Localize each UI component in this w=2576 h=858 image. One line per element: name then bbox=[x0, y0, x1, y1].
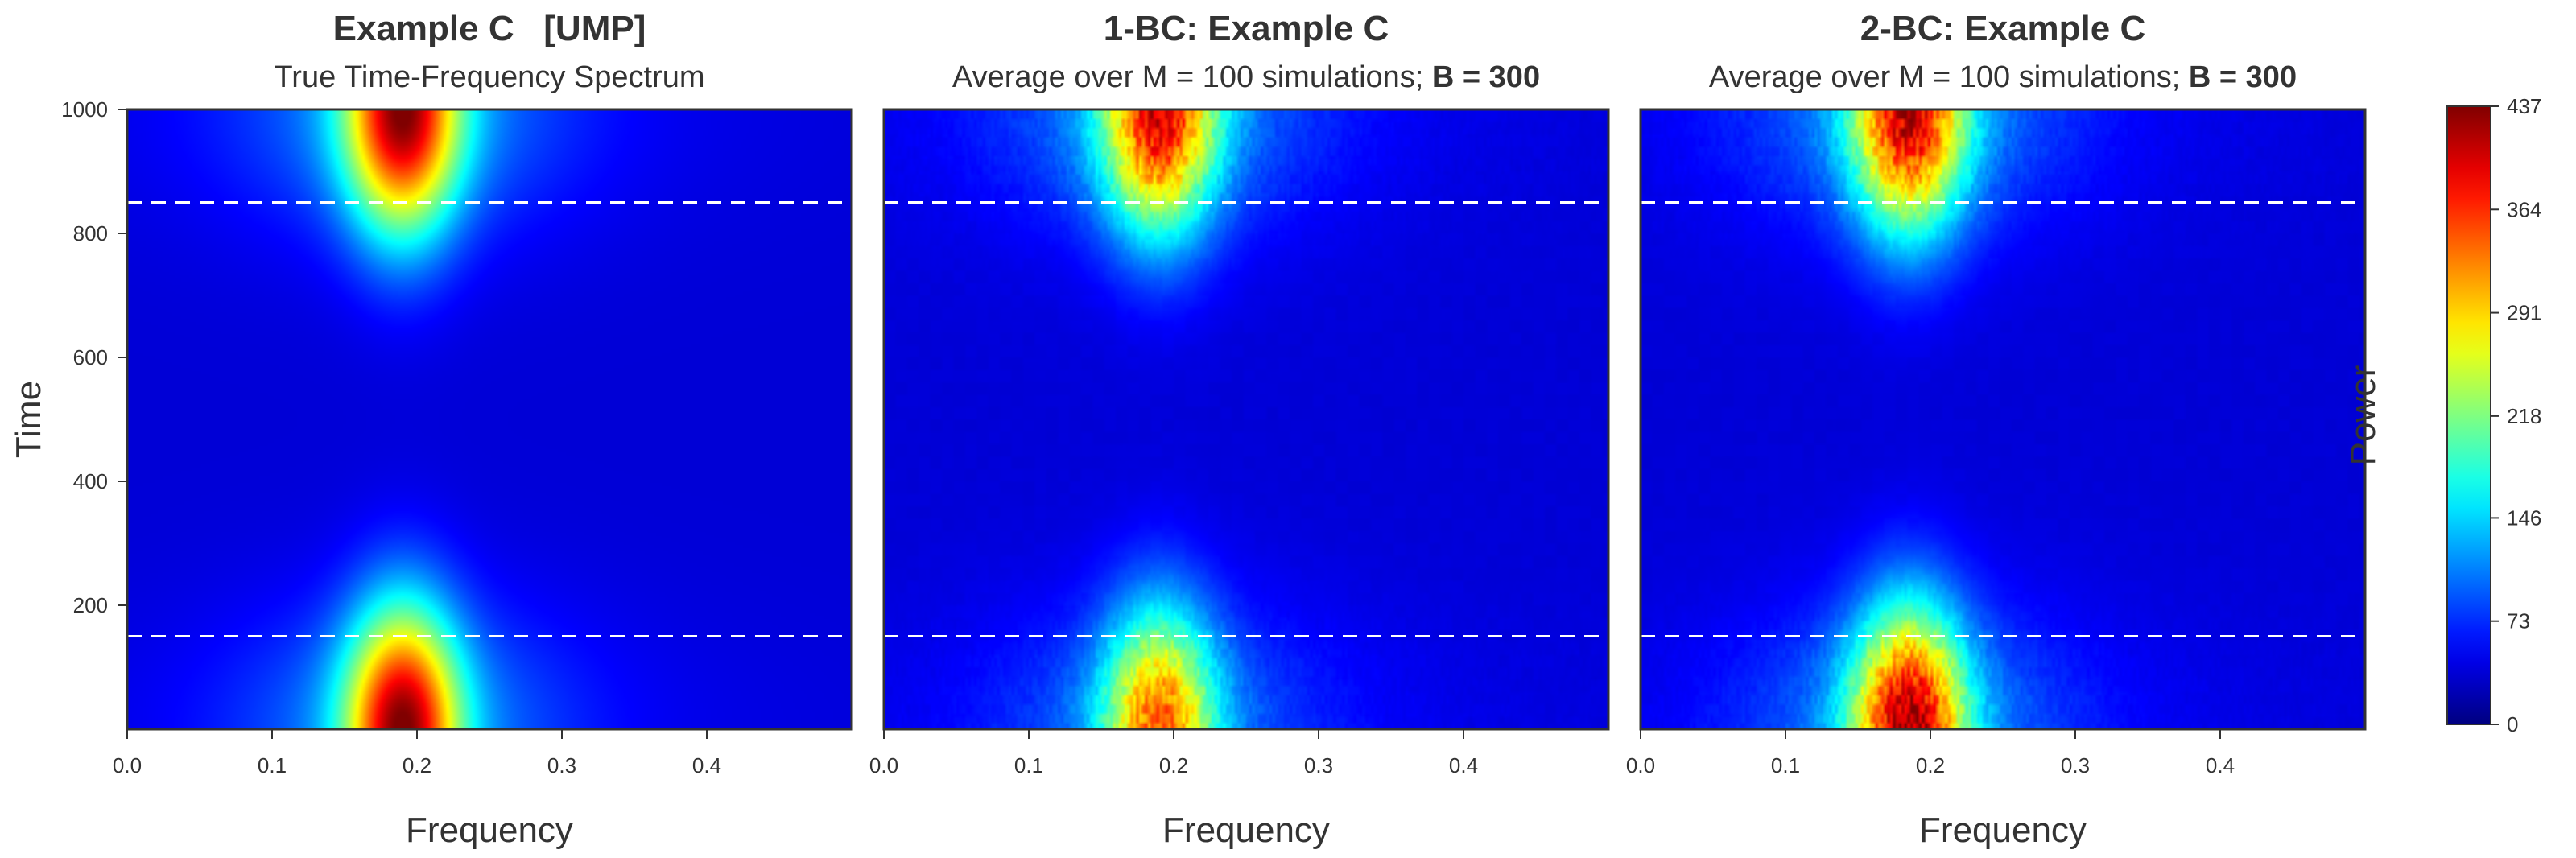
x-tick-label: 0.3 bbox=[547, 753, 576, 778]
panel-subtitle-bold: B = 300 bbox=[2189, 60, 2297, 94]
plot-frame bbox=[882, 108, 1610, 731]
y-tick-label: 200 bbox=[73, 593, 108, 617]
colorbar-gradient bbox=[2446, 105, 2491, 725]
panel-subtitle: Average over M = 100 simulations; B = 30… bbox=[952, 60, 1540, 94]
panels-group: Example C [UMP] True Time-Frequency Spect… bbox=[9, 9, 2367, 850]
colorbar-tick-label: 146 bbox=[2507, 505, 2541, 530]
x-tick-label: 0.2 bbox=[1916, 753, 1945, 778]
heatmap-image-3 bbox=[1641, 109, 2365, 729]
x-tick-label: 0.3 bbox=[1304, 753, 1333, 778]
plot-frame bbox=[1639, 108, 2367, 731]
heatmap-image-1 bbox=[127, 109, 852, 729]
x-tick-label: 0.0 bbox=[1626, 753, 1655, 778]
y-tick-label: 400 bbox=[73, 469, 108, 493]
x-tick-label: 0.0 bbox=[869, 753, 898, 778]
x-tick-label: 0.1 bbox=[1014, 753, 1043, 778]
panel-title: Example C [UMP] bbox=[333, 9, 646, 48]
x-tick-label: 0.1 bbox=[1771, 753, 1800, 778]
colorbar-tick-label: 437 bbox=[2507, 94, 2541, 118]
y-tick-label: 1000 bbox=[61, 97, 108, 122]
colorbar-tick-label: 364 bbox=[2507, 197, 2541, 221]
x-tick-label: 0.1 bbox=[258, 753, 287, 778]
panel-subtitle: True Time-Frequency Spectrum bbox=[275, 60, 705, 94]
panel-title: 1-BC: Example C bbox=[1104, 9, 1389, 48]
spectrum-panel-2: 1-BC: Example C Average over M = 100 simu… bbox=[869, 9, 1610, 850]
y-axis-label: Time bbox=[9, 381, 48, 458]
colorbar-tick-label: 218 bbox=[2507, 404, 2541, 428]
x-tick-label: 0.4 bbox=[2206, 753, 2235, 778]
x-tick-label: 0.4 bbox=[692, 753, 721, 778]
x-tick-label: 0.3 bbox=[2061, 753, 2090, 778]
x-axis-label: Frequency bbox=[1162, 811, 1330, 850]
panel-subtitle-text: True Time-Frequency Spectrum bbox=[275, 60, 705, 94]
colorbar-label: Power bbox=[2343, 365, 2383, 466]
x-axis-label: Frequency bbox=[406, 811, 573, 850]
plot-frame bbox=[126, 108, 853, 731]
x-tick-label: 0.0 bbox=[113, 753, 142, 778]
panel-subtitle-bold: B = 300 bbox=[1432, 60, 1540, 94]
panel-subtitle-text: Average over M = 100 simulations; bbox=[1709, 60, 2189, 94]
x-tick-label: 0.2 bbox=[402, 753, 431, 778]
y-tick-label: 800 bbox=[73, 221, 108, 245]
spectrum-panel-3: 2-BC: Example C Average over M = 100 simu… bbox=[1626, 9, 2367, 850]
panel-subtitle: Average over M = 100 simulations; B = 30… bbox=[1709, 60, 2297, 94]
x-tick-label: 0.2 bbox=[1159, 753, 1188, 778]
x-tick-label: 0.4 bbox=[1449, 753, 1478, 778]
panel-title: 2-BC: Example C bbox=[1860, 9, 2146, 48]
colorbar-tick-label: 291 bbox=[2507, 301, 2541, 325]
colorbar-tick-label: 0 bbox=[2507, 712, 2518, 736]
y-tick-label: 600 bbox=[73, 345, 108, 369]
spectrum-panel-1: Example C [UMP] True Time-Frequency Spect… bbox=[9, 9, 853, 850]
panel-subtitle-text: Average over M = 100 simulations; bbox=[952, 60, 1432, 94]
colorbar-tick-label: 73 bbox=[2507, 609, 2530, 633]
heatmap-image-2 bbox=[884, 109, 1608, 729]
colorbar: 0 73 146 218 291 364 437 Power bbox=[2343, 94, 2541, 736]
x-axis-label: Frequency bbox=[1919, 811, 2087, 850]
